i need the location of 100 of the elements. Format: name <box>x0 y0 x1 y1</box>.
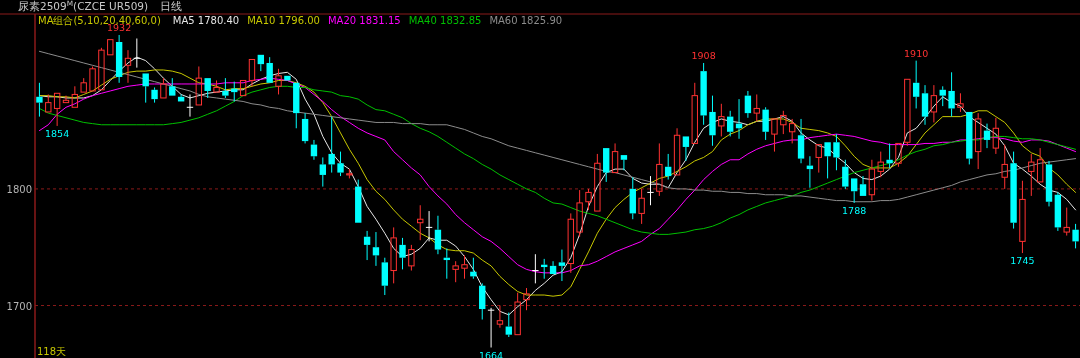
candlestick <box>487 307 495 349</box>
candlestick <box>594 153 601 212</box>
candlestick <box>904 78 911 147</box>
candlestick <box>479 282 486 321</box>
line-series <box>38 50 1077 203</box>
candlestick <box>133 37 141 69</box>
candlestick <box>930 84 938 123</box>
annotation: 118天 <box>37 346 67 357</box>
text: MA40 1832.85 <box>408 15 482 26</box>
candlestick <box>505 312 512 338</box>
candlestick <box>611 142 619 174</box>
candlestick <box>886 142 893 169</box>
candlestick <box>1045 160 1053 207</box>
candlestick <box>815 144 822 174</box>
candlestick <box>355 179 362 223</box>
candlestick <box>363 230 371 261</box>
candlestick <box>691 82 698 144</box>
candlestick <box>399 237 406 270</box>
candlestick <box>948 71 955 118</box>
candlestick <box>709 95 716 147</box>
candlestick <box>470 257 477 280</box>
candlestick <box>1054 191 1062 232</box>
candlestick <box>293 82 300 129</box>
text: MA5 1780.40 <box>172 15 240 26</box>
candlestick <box>284 75 291 81</box>
candlestick <box>603 148 610 183</box>
candlestick <box>151 86 158 104</box>
candlestick <box>434 215 442 255</box>
candlestick <box>1001 144 1008 190</box>
annotation: 1664 <box>478 349 504 358</box>
candlestick <box>53 92 61 127</box>
annotation: 1908 <box>691 49 716 61</box>
y-tick-label: 1700 <box>6 300 32 312</box>
candlestick <box>1036 147 1044 183</box>
candlestick <box>213 79 220 93</box>
candlestick <box>531 253 540 284</box>
candlestick <box>620 155 628 171</box>
candlestick <box>1010 151 1017 230</box>
chart-subtitle: 日线 <box>160 0 183 12</box>
candlestick <box>912 60 920 109</box>
candlestick <box>1063 207 1070 237</box>
annotation: 1910 <box>904 47 929 59</box>
candlestick <box>45 93 52 113</box>
candlestick <box>186 93 194 118</box>
candlestick <box>248 58 256 87</box>
candlestick <box>62 95 70 104</box>
candlestick <box>682 136 690 162</box>
candlestick <box>762 106 769 141</box>
candlestick <box>939 85 946 107</box>
candlestick <box>222 77 229 99</box>
candlestick <box>895 142 902 168</box>
candlestick <box>204 78 211 99</box>
y-tick-label: 1800 <box>6 183 32 195</box>
candlestick <box>319 156 327 188</box>
candlestick <box>868 159 876 202</box>
candlestick <box>1072 223 1079 249</box>
candlestick <box>771 118 778 153</box>
candlestick <box>372 231 380 267</box>
candlestick <box>107 39 114 56</box>
candlestick <box>646 175 655 206</box>
candlestick <box>195 65 203 106</box>
candlestick <box>549 260 557 275</box>
candlestick <box>921 84 929 126</box>
candlestick <box>859 175 867 196</box>
candlestick <box>337 151 344 177</box>
candlestick <box>124 49 132 84</box>
candlestick <box>567 212 574 274</box>
candlestick <box>328 116 335 174</box>
candlestick <box>797 118 805 164</box>
text: MA10 1796.00 <box>247 15 320 26</box>
text: MA20 1831.15 <box>327 15 401 26</box>
candlestick <box>115 34 123 84</box>
candlestick <box>425 210 433 242</box>
candlestick <box>850 178 858 204</box>
candlestick <box>842 159 849 190</box>
annotation: 1745 <box>1010 255 1035 267</box>
annotation: 1788 <box>842 204 867 216</box>
candlestick <box>558 249 566 282</box>
candlestick <box>461 254 468 280</box>
candlestick <box>983 123 991 149</box>
candlestick <box>744 90 752 119</box>
candlestick <box>833 133 840 171</box>
legend-title: MA组合(5,10,20,40,60,0) <box>38 15 161 26</box>
candlestick <box>390 226 397 284</box>
candlestick <box>629 176 636 220</box>
candlestick <box>89 65 96 92</box>
candlestick <box>301 112 309 144</box>
candlestick <box>700 62 707 126</box>
candlestick <box>496 305 504 329</box>
candlestick <box>673 127 681 176</box>
candlestick <box>638 188 645 225</box>
candlestick <box>665 153 672 181</box>
candlestick <box>36 82 43 118</box>
candlestick <box>1019 180 1026 254</box>
candlestick <box>239 79 247 97</box>
candlestick <box>417 204 424 241</box>
annotation: 1854 <box>45 127 70 139</box>
candlestick <box>718 103 725 137</box>
candlestick <box>824 142 831 179</box>
candlestick <box>992 117 1000 155</box>
